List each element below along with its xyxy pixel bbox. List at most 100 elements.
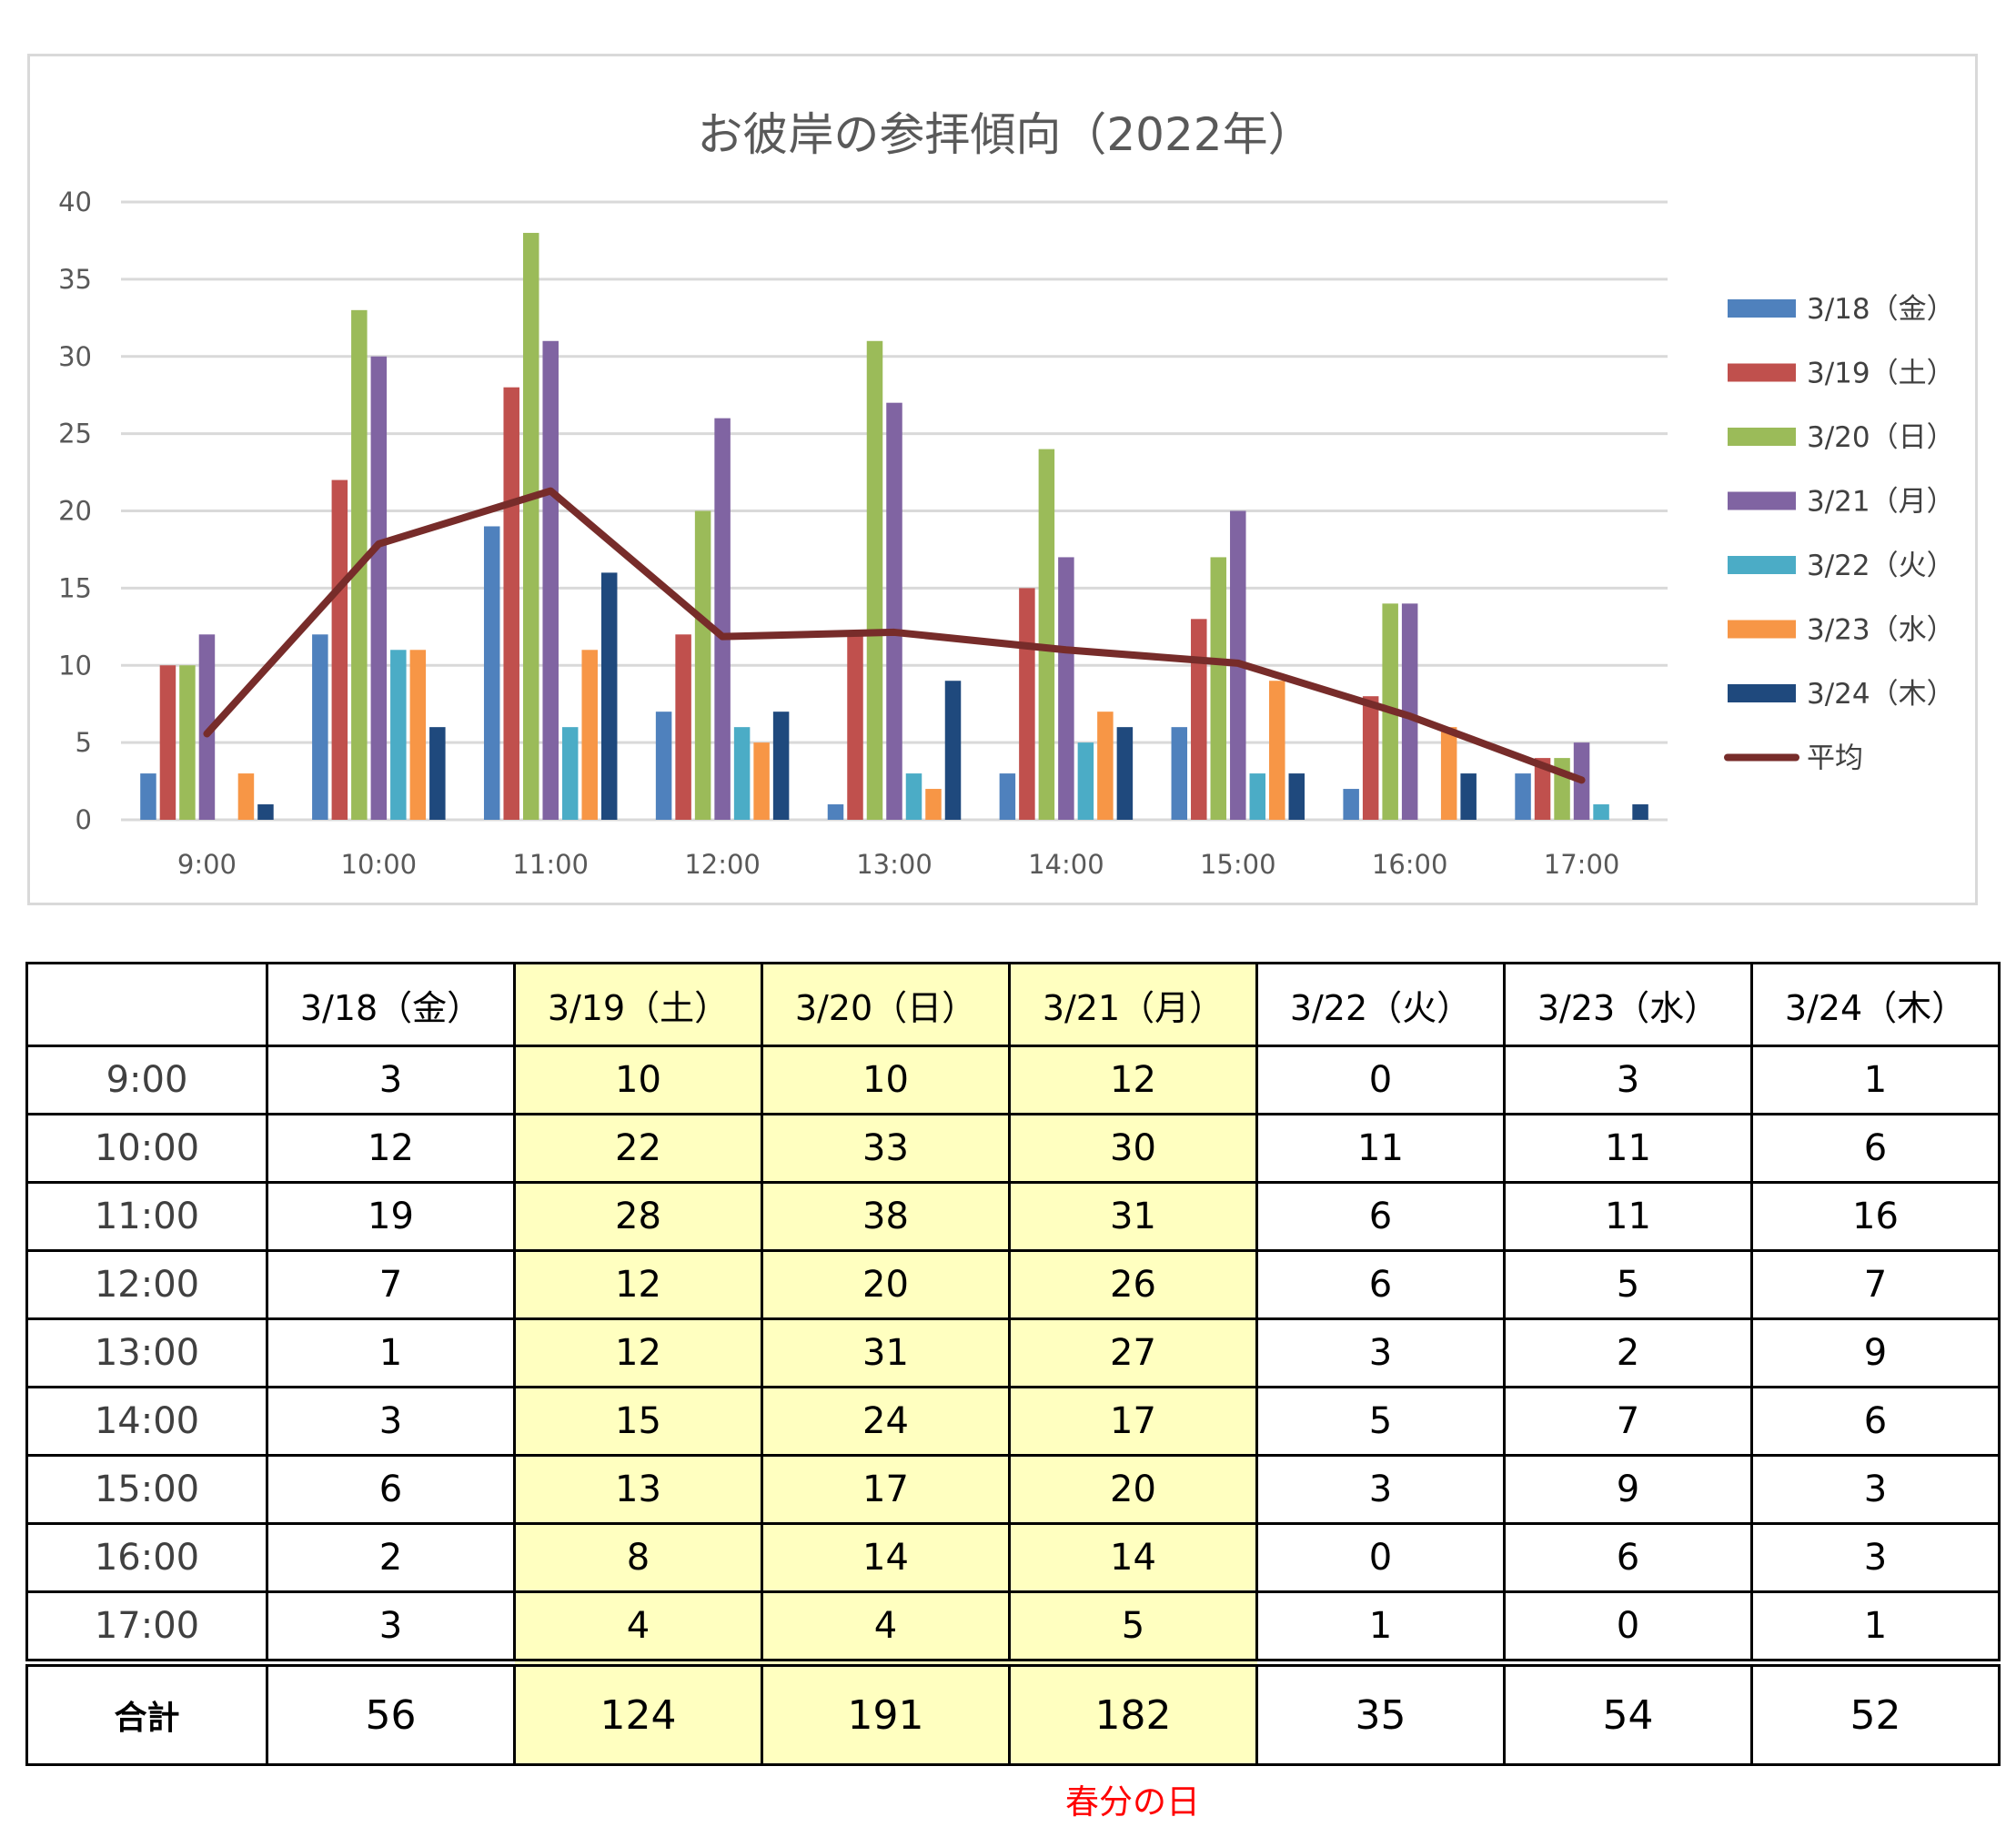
table-cell: 12 [513,1317,763,1388]
total-cell: 124 [513,1659,763,1766]
table-cell: 9 [1750,1317,2001,1388]
bar-3/18（金） [1343,789,1359,820]
table-cell: 6 [266,1454,516,1525]
table-row: 14:00 3 15 24 17 5 7 6 [25,1386,2001,1457]
bar-3/22（火） [561,727,579,820]
bar-3/19（土） [159,665,176,820]
table-cell: 1 [1255,1590,1506,1664]
table-cell: 4 [761,1590,1011,1664]
table-cell: 24 [761,1386,1011,1457]
bar-3/18（金） [1515,773,1531,820]
bar-3/18（金） [655,712,672,820]
x-tick-label: 10:00 [341,849,418,880]
bar-3/21（月） [1401,603,1418,820]
bar-3/19（土） [847,634,863,820]
table-cell: 1 [266,1317,516,1388]
table-cell: 30 [1008,1113,1258,1184]
bar-3/22（火） [905,773,922,820]
x-tick-label: 16:00 [1372,849,1448,880]
table-cell: 3 [1750,1522,2001,1593]
table-cell: 5 [1008,1590,1258,1664]
x-tick-label: 13:00 [856,849,932,880]
bar-3/19（土） [331,479,348,820]
bar-3/23（水） [925,789,942,820]
y-tick-label: 40 [58,187,92,217]
table-row: 10:00 12 22 33 30 11 11 6 [25,1113,2001,1184]
table-cell: 12 [513,1249,763,1320]
table-cell: 3 [266,1590,516,1664]
table-cell: 6 [1503,1522,1753,1593]
table-cell: 3 [1503,1045,1753,1115]
table-header-row: 3/18（金） 3/19（土） 3/20（日） 3/21（月） 3/22（火） 3/23（… [25,962,2001,1047]
column-header: 3/20（日） [761,962,1011,1047]
bar-3/20（日） [179,665,196,820]
legend-label: 3/23（水） [1807,614,1955,647]
bar-3/18（金） [999,773,1016,820]
bar-3/20（日） [522,232,539,820]
row-header-time: 16:00 [25,1522,268,1593]
x-tick-label: 17:00 [1544,849,1620,880]
bar-3/22（火） [1077,742,1094,820]
row-header-time: 15:00 [25,1454,268,1525]
x-tick-label: 11:00 [512,849,589,880]
bar-line-chart: お彼岸の参拝傾向（2022年） 0 5 10 15 20 25 30 35 40 9:00 10:00… [58,108,1955,880]
total-cell: 56 [266,1659,516,1766]
total-cell: 52 [1750,1659,2001,1766]
bar-3/19（土） [675,634,691,820]
table-cell: 6 [1255,1249,1506,1320]
row-header-time: 14:00 [25,1386,268,1457]
table-cell: 20 [761,1249,1011,1320]
table-cell: 11 [1503,1181,1753,1252]
table-cell: 7 [1750,1249,2001,1320]
bar-3/20（日） [1038,449,1055,820]
table-cell: 28 [513,1181,763,1252]
bar-3/23（水） [753,742,770,820]
table-row: 11:00 19 28 38 31 6 11 16 [25,1181,2001,1252]
table-row: 9:00 3 10 10 12 0 3 1 [25,1045,2001,1115]
y-tick-label: 20 [58,496,92,527]
table-cell: 12 [1008,1045,1258,1115]
note-shunbun: 春分の日 [1065,1782,1200,1822]
bar-3/23（水） [1097,712,1114,820]
table-row: 17:00 3 4 4 5 1 0 1 [25,1590,2001,1664]
bar-3/23（水） [409,650,427,820]
y-tick-label: 5 [76,727,92,758]
legend-label: 3/18（金） [1807,293,1955,326]
bar-3/24（木） [1288,773,1305,820]
y-tick-label: 15 [58,572,92,603]
bar-3/23（水） [1440,727,1457,820]
legend-swatch [1728,684,1796,702]
table-cell: 3 [266,1386,516,1457]
table-cell: 26 [1008,1249,1258,1320]
bar-3/20（日） [694,510,711,820]
header-corner-cell [25,962,268,1047]
bar-3/19（土） [503,387,519,820]
table-cell: 10 [761,1045,1011,1115]
table-cell: 8 [513,1522,763,1593]
legend-label: 3/20（日） [1807,421,1955,454]
table-cell: 1 [1750,1045,2001,1115]
bar-3/22（火） [1249,773,1266,820]
table-cell: 1 [1750,1590,2001,1664]
column-header: 3/19（土） [513,962,763,1047]
table-row: 16:00 2 8 14 14 0 6 3 [25,1522,2001,1593]
legend-label: 3/19（土） [1807,358,1955,390]
bar-3/20（日） [1210,557,1227,820]
column-header: 3/22（火） [1255,962,1506,1047]
chart-frame: お彼岸の参拝傾向（2022年） 0 5 10 15 20 25 30 35 40 9:00 10:00… [27,54,1978,905]
table-cell: 0 [1255,1045,1506,1115]
table-cell: 6 [1750,1113,2001,1184]
y-tick-label: 10 [58,650,92,681]
table-row: 13:00 1 12 31 27 3 2 9 [25,1317,2001,1388]
bar-3/23（水） [581,650,598,820]
y-tick-label: 35 [58,264,92,295]
column-header: 3/18（金） [266,962,516,1047]
table-cell: 0 [1255,1522,1506,1593]
x-tick-label: 14:00 [1028,849,1104,880]
column-header: 3/23（水） [1503,962,1753,1047]
table-cell: 2 [1503,1317,1753,1388]
bar-3/21（月） [714,418,731,820]
bar-3/21（月） [198,634,216,820]
legend-label: 平均 [1807,742,1863,775]
table-cell: 6 [1750,1386,2001,1457]
